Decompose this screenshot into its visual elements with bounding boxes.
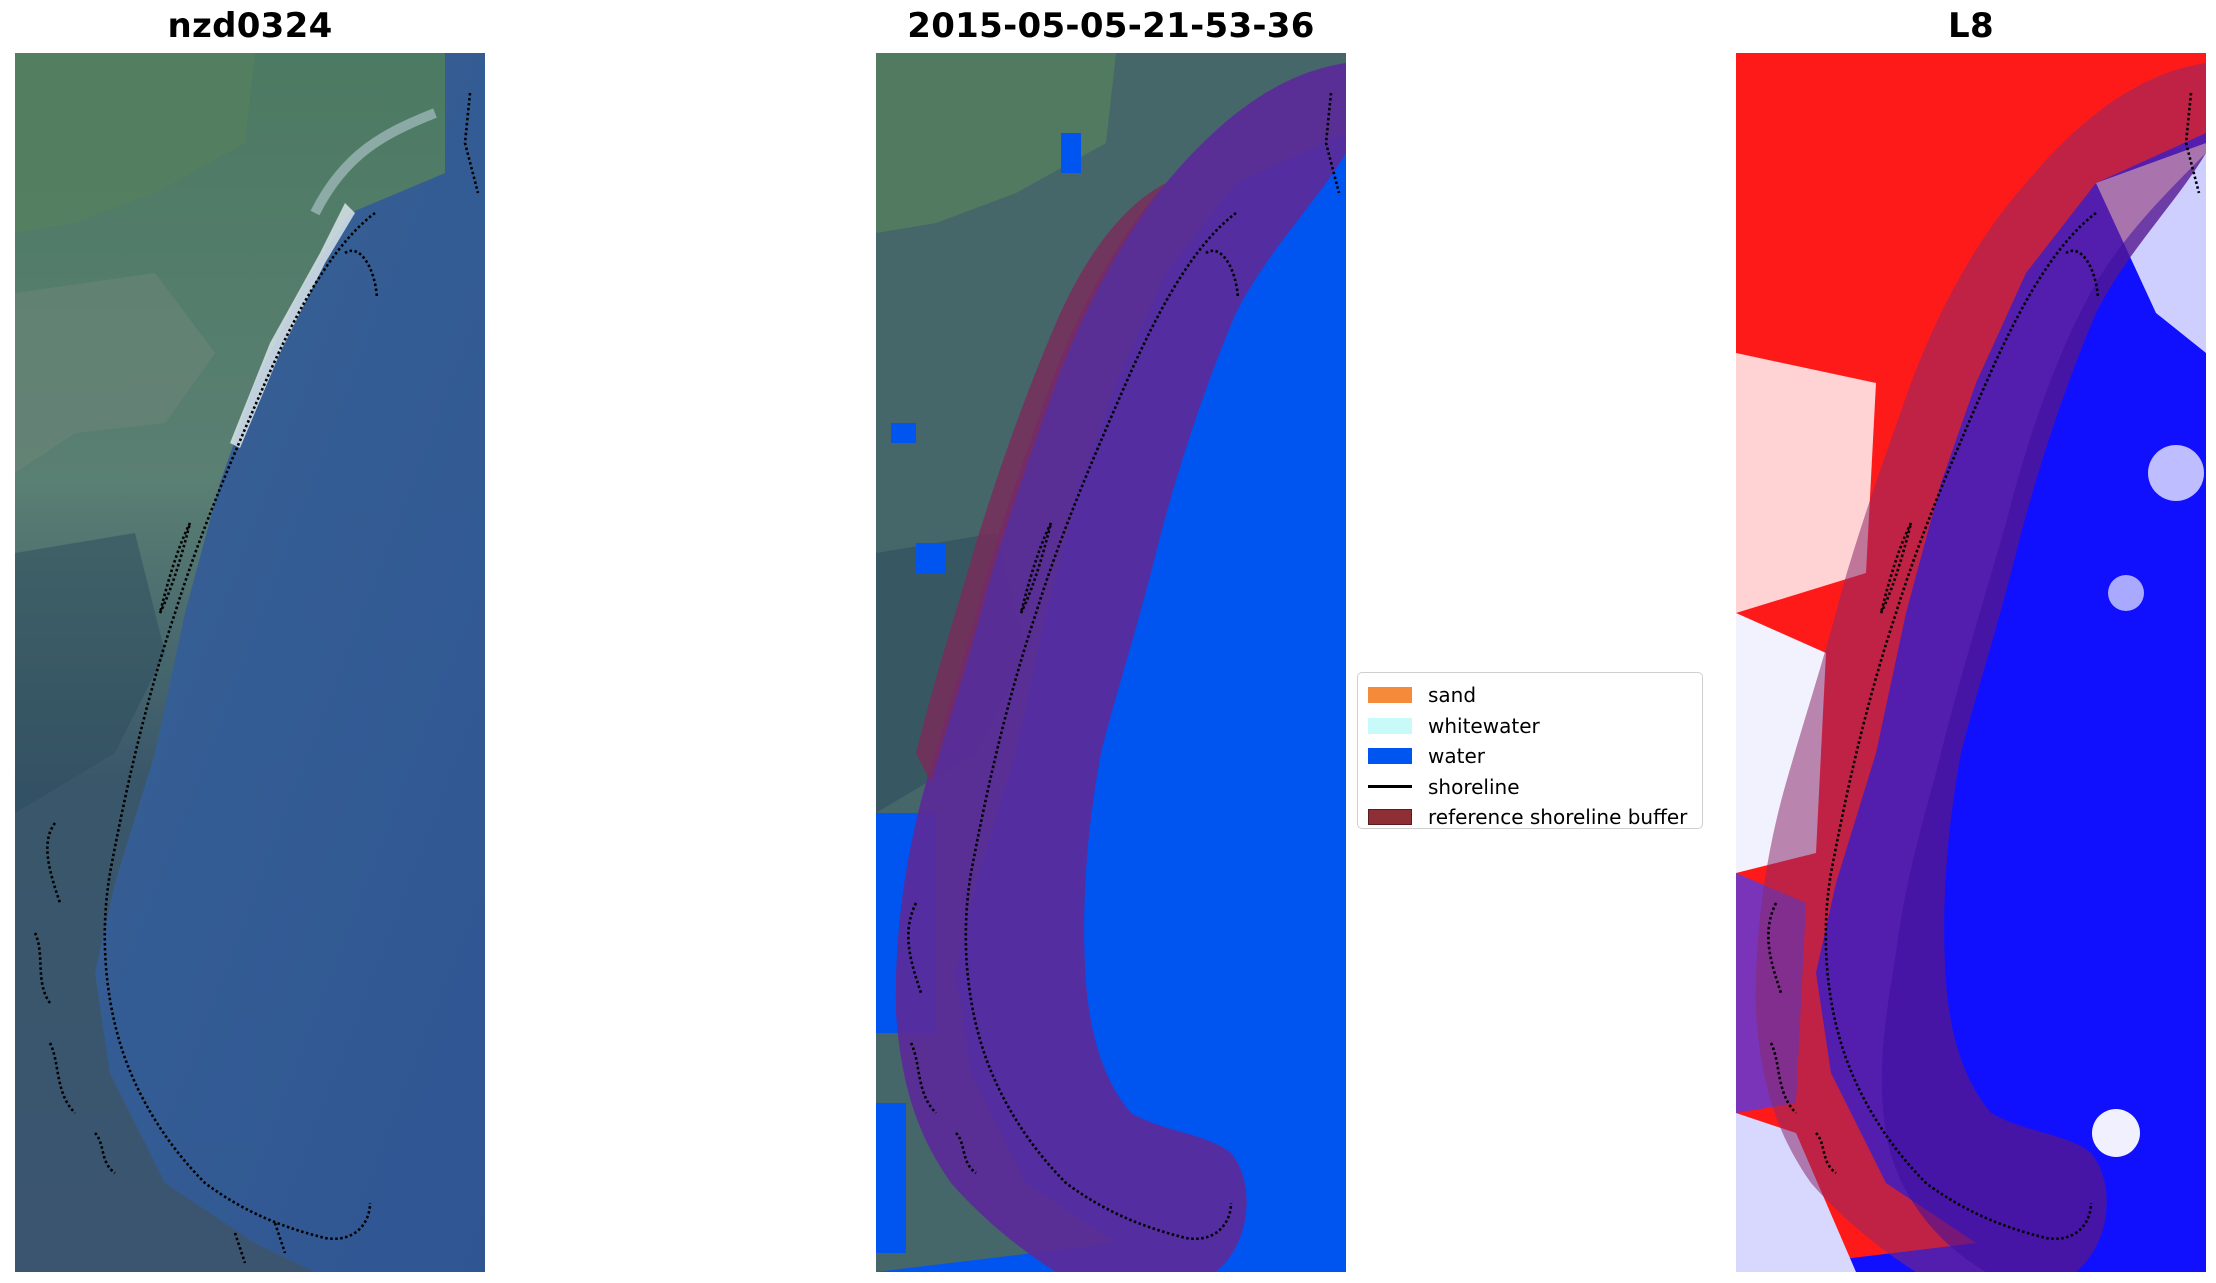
legend-item-buffer: reference shoreline buffer	[1368, 802, 1692, 833]
water-swatch	[1368, 748, 1412, 765]
legend-item-whitewater: whitewater	[1368, 711, 1692, 742]
legend-label: reference shoreline buffer	[1428, 805, 1688, 830]
legend-label: water	[1428, 744, 1485, 769]
whitewater-swatch	[1368, 717, 1412, 734]
buffer-swatch	[1368, 809, 1412, 826]
panel-title-classified: 2015-05-05-21-53-36	[907, 6, 1315, 46]
legend-label: sand	[1428, 683, 1477, 708]
legend-label: whitewater	[1428, 713, 1540, 738]
legend: sand whitewater water shoreline referenc…	[1357, 672, 1703, 829]
panel-title-rgb: nzd0324	[167, 6, 333, 46]
legend-item-sand: sand	[1368, 680, 1692, 711]
sand-swatch	[1368, 687, 1412, 704]
index-image	[1736, 53, 2206, 1272]
panel-title-index: L8	[1948, 6, 1994, 46]
legend-label: shoreline	[1428, 774, 1520, 799]
shoreline-line-swatch	[1368, 785, 1412, 789]
classified-image	[876, 53, 1346, 1272]
rgb-satellite-image	[15, 53, 485, 1272]
legend-item-water: water	[1368, 741, 1692, 772]
legend-item-shoreline: shoreline	[1368, 772, 1692, 803]
